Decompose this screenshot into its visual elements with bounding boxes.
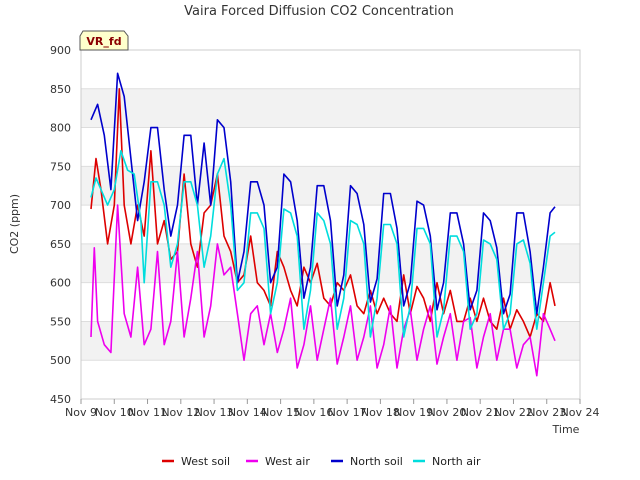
legend-label-west-soil: West soil [181,455,230,468]
x-tick-label: Nov 9 [65,406,97,419]
y-tick-label: 850 [50,83,71,96]
y-tick-label: 700 [50,199,71,212]
x-tick-label: Nov 11 [128,406,167,419]
y-tick-label: 550 [50,315,71,328]
series-lines [90,72,556,377]
x-tick-label: Nov 20 [427,406,466,419]
chart-title: Vaira Forced Diffusion CO2 Concentration [184,4,454,19]
legend-label-west-air: West air [265,455,310,468]
x-tick-label: Nov 17 [328,406,367,419]
y-tick-label: 750 [50,160,71,173]
x-tick-label: Nov 16 [294,406,333,419]
x-tick-label: Nov 23 [527,406,566,419]
plot-band [81,88,580,128]
x-tick-label: Nov 10 [95,406,134,419]
y-tick-label: 600 [50,277,71,290]
y-tick-label: 800 [50,122,71,135]
y-tick-label: 900 [50,44,71,57]
y-axis-ticks: 450 500 550 600 650 700 750 800 850 900 [50,44,71,406]
x-tick-label: Nov 24 [561,406,600,419]
x-tick-label: Nov 14 [228,406,267,419]
series-line-west-air [90,204,556,377]
series-line-west-soil [90,88,556,338]
series-line-north-soil [90,72,556,315]
x-tick-label: Nov 21 [461,406,500,419]
x-tick-label: Nov 19 [394,406,433,419]
x-axis-title: Time [552,423,580,436]
x-tick-label: Nov 22 [494,406,533,419]
x-tick-label: Nov 12 [161,406,200,419]
y-axis-title: CO2 (ppm) [8,194,21,254]
station-badge: VR_fd [79,30,129,51]
series-line-north-air [90,150,556,338]
y-tick-label: 500 [50,354,71,367]
station-badge-label: VR_fd [86,35,121,48]
y-tick-label: 450 [50,393,71,406]
legend-label-north-air: North air [432,455,481,468]
legend: West soil West air North soil North air [162,455,481,468]
x-tick-label: Nov 13 [195,406,234,419]
y-tick-label: 650 [50,238,71,251]
plot-band [81,166,580,206]
plot-frame [80,49,581,400]
x-tick-label: Nov 15 [261,406,300,419]
legend-label-north-soil: North soil [350,455,403,468]
station-badge-box [79,30,129,51]
x-tick-label: Nov 18 [361,406,400,419]
